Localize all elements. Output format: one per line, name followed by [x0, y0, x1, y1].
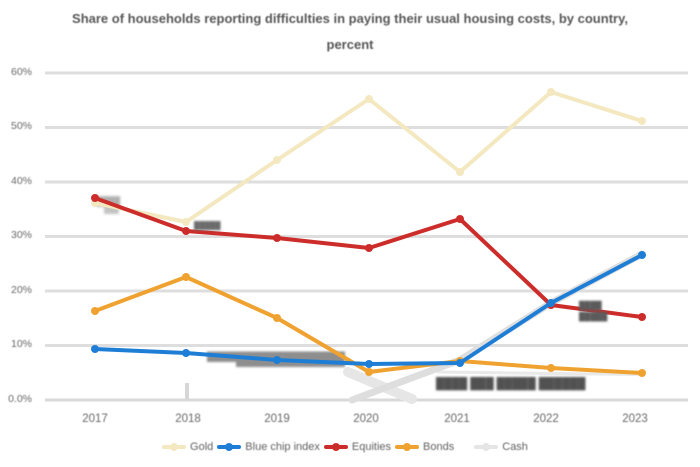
svg-text:████: ████	[579, 300, 602, 311]
svg-text:█████: █████	[194, 221, 221, 231]
svg-text:████ ███ █████ ██████: ████ ███ █████ ██████	[436, 376, 586, 391]
svg-text:███: ███	[104, 205, 119, 215]
svg-text:█████: █████	[579, 311, 608, 322]
